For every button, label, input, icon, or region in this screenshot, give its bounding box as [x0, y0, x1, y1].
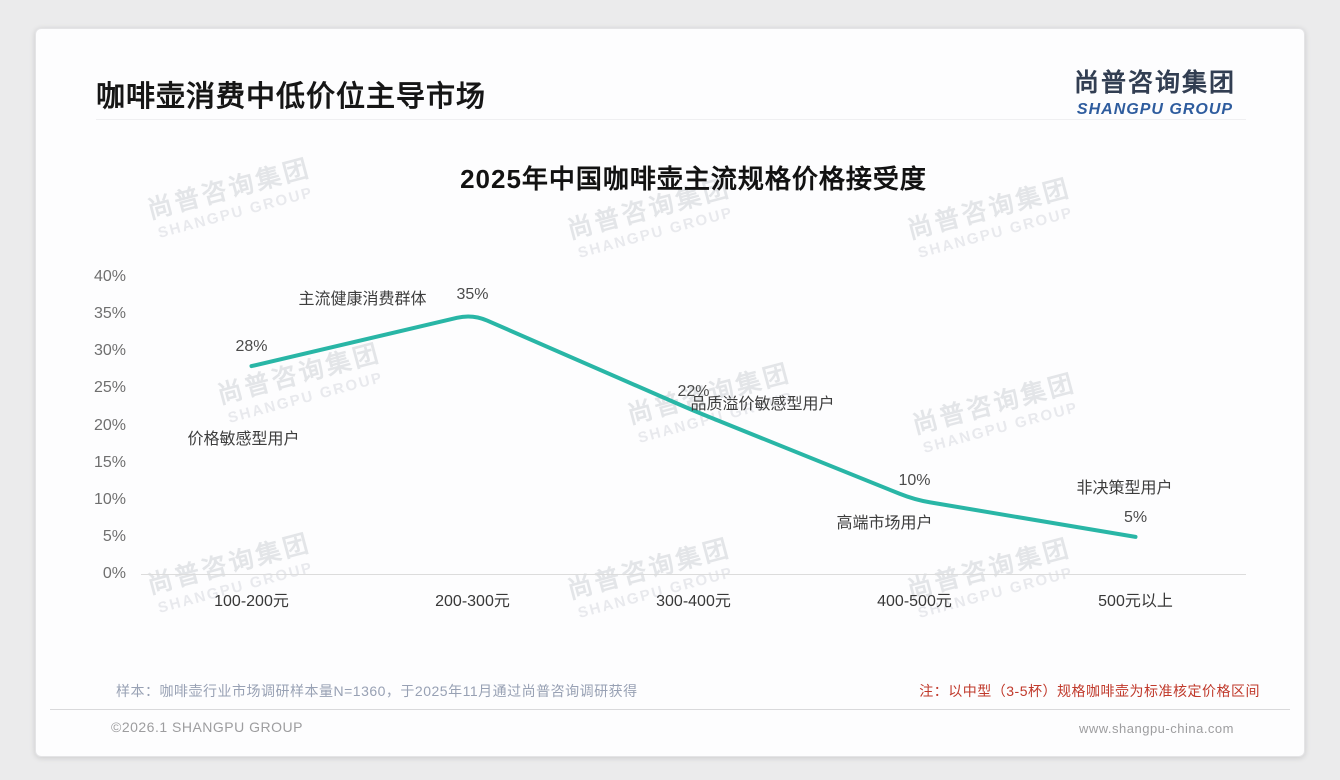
logo-chinese-text: 尚普咨询集团 — [1073, 69, 1236, 97]
x-axis-tick-label: 100-200元 — [214, 593, 289, 610]
line-chart: 2025年中国咖啡壶主流规格价格接受度 0% 5% 10% 15% 20% 25% 30% 3… — [36, 29, 1304, 756]
page-title: 咖啡壶消费中低价位主导市场 — [96, 81, 487, 113]
chart-title: 2025年中国咖啡壶主流规格价格接受度 — [460, 164, 927, 194]
x-axis-tick-label: 200-300元 — [435, 593, 510, 610]
series-annotation: 非决策型用户 — [1076, 479, 1173, 497]
data-point-label: 35% — [456, 286, 489, 304]
line-series — [249, 314, 1138, 539]
sample-note: 样本：咖啡壶行业市场调研样本量N=1360，于2025年11月通过尚普咨询调研获… — [116, 683, 638, 699]
y-axis-tick-label: 35% — [93, 305, 126, 323]
y-axis-tick-label: 0% — [102, 565, 126, 582]
y-axis-tick-label: 40% — [93, 268, 126, 285]
copyright-text: ©2026.1 SHANGPU GROUP — [111, 719, 303, 735]
data-point-label: 22% — [677, 382, 710, 400]
data-point-label: 5% — [1123, 508, 1148, 526]
website-url: www.shangpu-china.com — [1078, 721, 1234, 736]
x-axis-tick-label: 300-400元 — [656, 593, 731, 610]
price-basis-note: 注：以中型（3-5杯）规格咖啡壶为标准核定价格区间 — [919, 683, 1260, 699]
data-point-label: 28% — [235, 338, 268, 356]
y-axis-tick-label: 25% — [93, 379, 126, 397]
y-axis-tick-label: 30% — [93, 342, 126, 360]
series-annotation: 高端市场用户 — [836, 514, 933, 532]
company-logo: 尚普咨询集团 SHANGPU GROUP — [1074, 63, 1236, 119]
y-axis-tick-label: 20% — [93, 416, 126, 434]
series-annotation: 品质溢价敏感型用户 — [690, 395, 835, 413]
slide-card: 尚普咨询集团 SHANGPU GROUP 尚普咨询集团 SHANGPU GROUP 尚普… — [35, 28, 1305, 757]
data-point-label: 10% — [898, 471, 931, 489]
y-axis-tick-label: 15% — [93, 453, 126, 471]
y-axis-tick-label: 10% — [93, 490, 126, 508]
header-divider — [96, 119, 1246, 120]
footer-divider — [50, 709, 1290, 710]
logo-english-text: SHANGPU GROUP — [1076, 101, 1234, 118]
series-annotation: 主流健康消费群体 — [298, 291, 427, 309]
x-axis-tick-label: 400-500元 — [877, 593, 952, 610]
series-annotation: 价格敏感型用户 — [187, 431, 300, 449]
x-axis-tick-label: 500元以上 — [1098, 593, 1173, 610]
y-axis-tick-label: 5% — [102, 527, 126, 545]
x-axis-line — [141, 574, 1246, 575]
